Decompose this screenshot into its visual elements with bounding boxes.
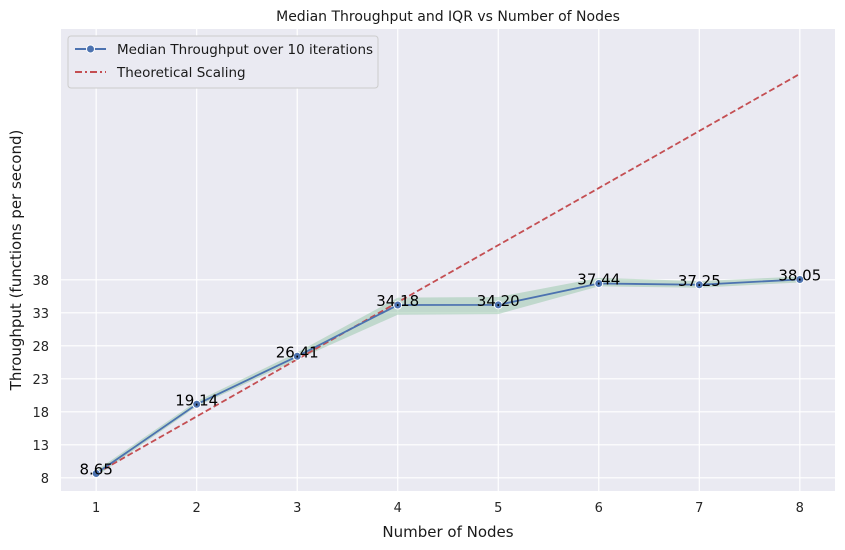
data-label: 34.20 xyxy=(477,292,520,310)
median-marker xyxy=(694,280,704,290)
x-tick-labels: 1 2 3 4 5 6 7 8 xyxy=(92,501,804,516)
y-tick-labels: 8 13 18 23 28 33 38 xyxy=(32,274,49,487)
median-marker xyxy=(393,300,403,310)
x-axis-label: Number of Nodes xyxy=(382,523,513,541)
legend-theoretical-label: Theoretical Scaling xyxy=(116,65,246,81)
y-tick-label: 33 xyxy=(32,307,49,322)
legend: Median Throughput over 10 iterations The… xyxy=(67,35,379,89)
median-marker xyxy=(91,469,101,479)
x-tick-label: 8 xyxy=(796,501,804,516)
median-marker xyxy=(292,351,302,361)
gridlines xyxy=(61,29,835,491)
x-tick-label: 6 xyxy=(595,501,603,516)
x-tick-label: 2 xyxy=(193,501,201,516)
series-lines xyxy=(95,73,801,475)
median-throughput-line xyxy=(95,278,800,475)
y-tick-label: 8 xyxy=(41,472,49,487)
legend-median-label: Median Throughput over 10 iterations xyxy=(117,42,373,58)
x-tick-label: 3 xyxy=(293,501,301,516)
data-label: 37.44 xyxy=(577,270,620,288)
data-markers xyxy=(91,274,805,479)
chart-title: Median Throughput and IQR vs Number of N… xyxy=(276,9,620,25)
median-marker xyxy=(192,399,202,409)
y-tick-label: 23 xyxy=(32,373,49,388)
plot-area xyxy=(61,29,835,491)
median-marker xyxy=(795,274,805,284)
x-tick-label: 7 xyxy=(695,501,703,516)
median-marker xyxy=(594,278,604,288)
data-label: 26.41 xyxy=(276,343,319,361)
data-label: 34.18 xyxy=(376,292,419,310)
y-tick-label: 13 xyxy=(32,439,49,454)
median-marker xyxy=(493,300,503,310)
legend-box xyxy=(67,35,379,89)
x-tick-label: 4 xyxy=(394,501,402,516)
data-label: 8.65 xyxy=(79,461,112,479)
y-axis-label: Throughput (functions per second) xyxy=(7,130,25,392)
data-labels: 8.65 19.14 26.41 34.18 34.20 37.44 37.25 38.05 xyxy=(79,266,821,478)
data-label: 37.25 xyxy=(678,272,721,290)
y-tick-label: 38 xyxy=(32,274,49,289)
data-label: 19.14 xyxy=(175,391,218,409)
legend-median-marker xyxy=(86,44,95,54)
x-tick-label: 5 xyxy=(494,501,502,516)
y-tick-label: 18 xyxy=(32,406,49,421)
x-tick-label: 1 xyxy=(92,501,100,516)
data-label: 38.05 xyxy=(778,266,821,284)
y-tick-label: 28 xyxy=(32,340,49,355)
